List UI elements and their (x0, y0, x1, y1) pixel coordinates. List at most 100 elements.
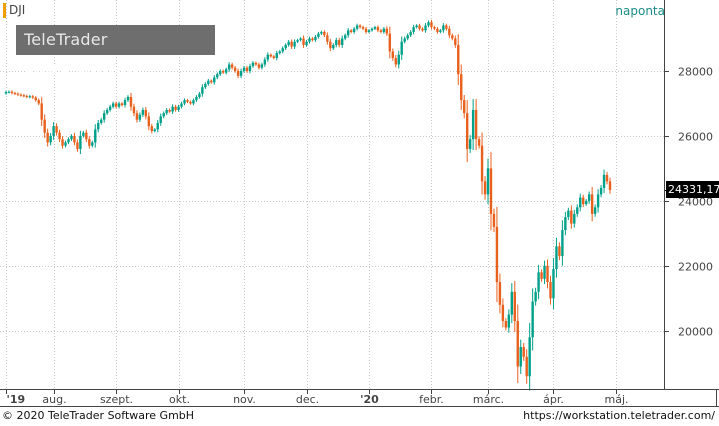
candle-down (436, 26, 439, 34)
candle-up (370, 27, 374, 32)
candle-body (180, 103, 183, 107)
candle-up (355, 23, 359, 31)
candle-body (111, 103, 115, 107)
candle-body (25, 95, 29, 97)
candle-up (564, 211, 567, 236)
watermark-logo: TeleTrader WorkStation (16, 25, 215, 79)
candle-body (114, 103, 118, 107)
x-tick-label: márc. (473, 393, 504, 406)
candle-body (159, 116, 162, 123)
candle-down (135, 110, 139, 123)
candle-up (543, 260, 546, 285)
candle-body (385, 28, 389, 34)
candle-body (341, 38, 344, 45)
candle-up (439, 29, 442, 34)
candle-body (540, 272, 543, 279)
candle-body (448, 28, 451, 36)
y-tick-label: 20000 (678, 326, 713, 339)
candle-body (117, 103, 121, 107)
candle-up (317, 31, 320, 39)
candle-body (323, 31, 326, 36)
x-tick-label: febr. (419, 393, 444, 406)
candle-body (177, 106, 180, 110)
candle-down (590, 186, 594, 222)
candle-body (284, 44, 287, 49)
candle-down (605, 171, 609, 185)
candle-down (147, 112, 151, 131)
candle-body (584, 200, 588, 205)
candle-up (49, 132, 52, 146)
candle-down (329, 38, 332, 52)
candle-body (537, 272, 540, 292)
candle-down (513, 280, 516, 332)
candle-body (257, 64, 261, 68)
candle-up (567, 207, 570, 221)
candle-down (498, 273, 502, 314)
candle-body (525, 356, 528, 377)
candle-down (254, 61, 258, 66)
candle-down (451, 33, 454, 41)
candle-body (445, 25, 448, 29)
candle-body (76, 142, 79, 149)
candle-down (358, 24, 362, 29)
x-tick-label: dec. (296, 393, 319, 406)
candle-up (352, 26, 356, 34)
candle-up (266, 52, 270, 62)
candle-up (165, 108, 168, 115)
candle-body (489, 168, 493, 214)
candle-body (567, 210, 570, 218)
candle-down (150, 123, 153, 134)
candle-body (501, 304, 505, 322)
candle-down (379, 29, 383, 34)
candle-body (513, 291, 516, 322)
candle-body (189, 101, 192, 104)
candle-body (531, 301, 534, 338)
candle-body (141, 109, 145, 115)
candle-body (349, 30, 353, 32)
candle-body (287, 41, 290, 45)
candle-body (543, 265, 546, 279)
candle-body (97, 122, 100, 130)
candle-up (180, 101, 183, 109)
y-tick-label: 28000 (678, 66, 713, 79)
candle-body (186, 100, 189, 102)
candle-body (40, 103, 43, 120)
candle-body (70, 135, 73, 140)
candle-down (186, 98, 189, 104)
candle-down (430, 19, 433, 30)
candle-body (358, 25, 362, 28)
candle-body (275, 53, 278, 58)
candle-body (519, 347, 522, 367)
candle-body (471, 109, 475, 140)
candle-body (278, 51, 281, 54)
candle-up (82, 130, 85, 138)
source-url-link[interactable]: https://workstation.teletrader.com/ (523, 409, 715, 422)
candle-body (498, 282, 502, 305)
candle-down (40, 97, 43, 127)
candle-up (579, 193, 582, 212)
candle-body (245, 67, 249, 71)
candle-body (492, 213, 496, 227)
candle-down (349, 29, 353, 34)
candle-body (269, 54, 273, 57)
candle-up (367, 29, 371, 34)
candle-down (460, 64, 463, 110)
candle-body (37, 100, 40, 104)
candle-body (67, 139, 70, 143)
candle-body (335, 40, 338, 45)
x-tick-label: szept. (100, 393, 133, 406)
candle-body (22, 95, 26, 97)
candle-down (474, 99, 478, 151)
candle-body (596, 194, 600, 208)
candle-up (406, 33, 409, 41)
x-tick-label: '20 (360, 393, 379, 406)
candle-down (323, 30, 326, 38)
period-label[interactable]: naponta (615, 4, 665, 18)
candle-up (126, 95, 130, 102)
candle-up (91, 140, 94, 148)
symbol-accent-bar (3, 3, 6, 18)
candle-body (19, 94, 23, 96)
candle-body (123, 100, 127, 106)
candle-body (433, 27, 436, 29)
